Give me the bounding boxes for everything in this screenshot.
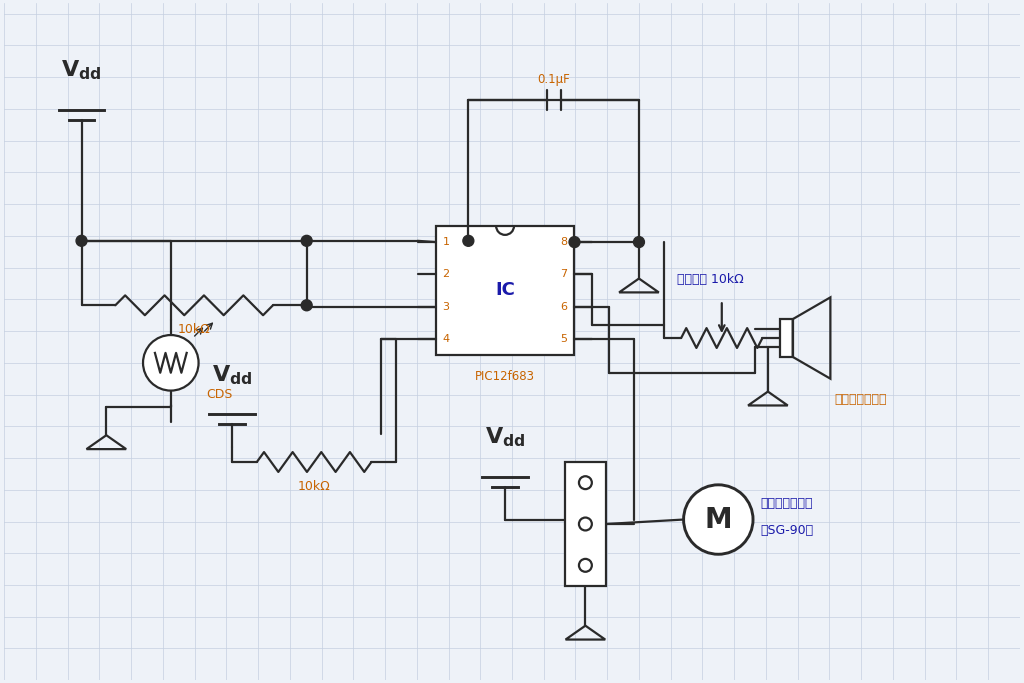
Text: 3: 3 <box>442 301 450 311</box>
Circle shape <box>634 236 644 247</box>
Text: 7: 7 <box>560 269 567 279</box>
Circle shape <box>684 485 753 555</box>
Circle shape <box>76 236 87 247</box>
Text: PIC12f683: PIC12f683 <box>475 370 536 382</box>
Circle shape <box>579 476 592 489</box>
Text: 2: 2 <box>442 269 450 279</box>
Circle shape <box>463 236 474 247</box>
Text: 5: 5 <box>560 334 567 344</box>
Text: 1: 1 <box>442 237 450 247</box>
Text: 4: 4 <box>442 334 450 344</box>
Text: V$_\mathregular{dd}$: V$_\mathregular{dd}$ <box>484 426 525 449</box>
Circle shape <box>569 236 580 247</box>
Text: IC: IC <box>496 281 515 299</box>
Bar <box>435 226 574 355</box>
Text: 8: 8 <box>560 237 567 247</box>
Circle shape <box>579 518 592 531</box>
Text: CDS: CDS <box>207 387 232 400</box>
Bar <box>564 462 606 586</box>
Text: V$_\mathregular{dd}$: V$_\mathregular{dd}$ <box>61 59 101 82</box>
Circle shape <box>301 236 312 247</box>
Circle shape <box>143 335 199 391</box>
Text: 10kΩ: 10kΩ <box>298 480 331 493</box>
Text: 0.1μF: 0.1μF <box>538 73 570 86</box>
Circle shape <box>579 559 592 572</box>
Text: 10kΩ: 10kΩ <box>178 323 211 336</box>
Bar <box>780 319 793 357</box>
Text: V$_\mathregular{dd}$: V$_\mathregular{dd}$ <box>212 363 253 387</box>
Text: M: M <box>705 505 732 533</box>
Text: 圧電スピーカー: 圧電スピーカー <box>835 393 887 406</box>
Text: 6: 6 <box>560 301 567 311</box>
Text: 可変抵抗 10kΩ: 可変抵抗 10kΩ <box>677 273 743 286</box>
Text: サーボモーター: サーボモーター <box>760 497 812 510</box>
Circle shape <box>301 300 312 311</box>
Text: （SG-90）: （SG-90） <box>760 525 813 538</box>
